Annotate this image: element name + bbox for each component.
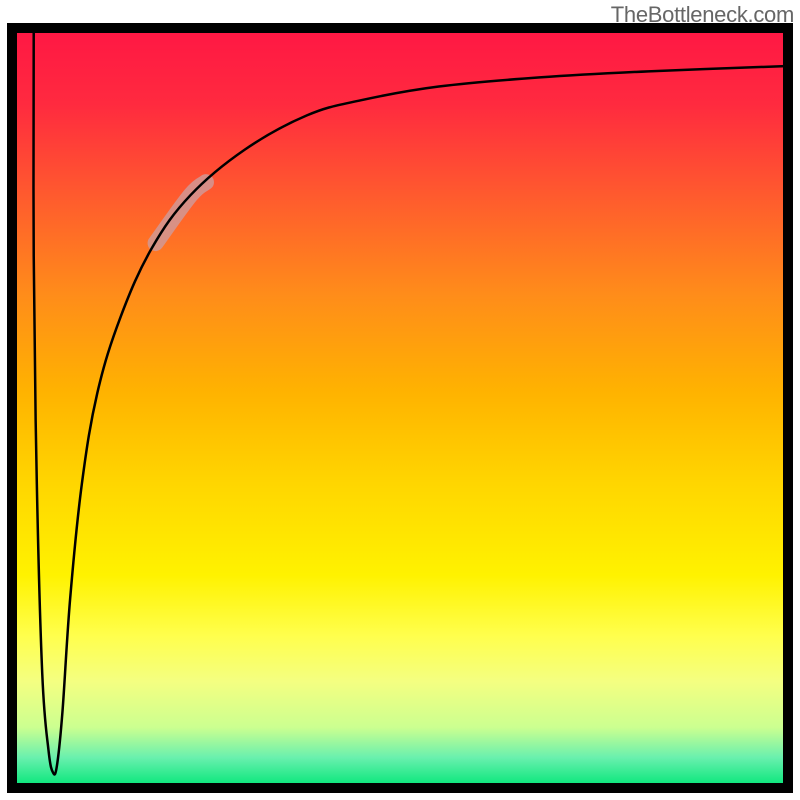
bottleneck-chart: TheBottleneck.com bbox=[0, 0, 800, 800]
plot-background bbox=[12, 28, 788, 788]
watermark-text: TheBottleneck.com bbox=[611, 2, 794, 28]
chart-svg bbox=[0, 0, 800, 800]
